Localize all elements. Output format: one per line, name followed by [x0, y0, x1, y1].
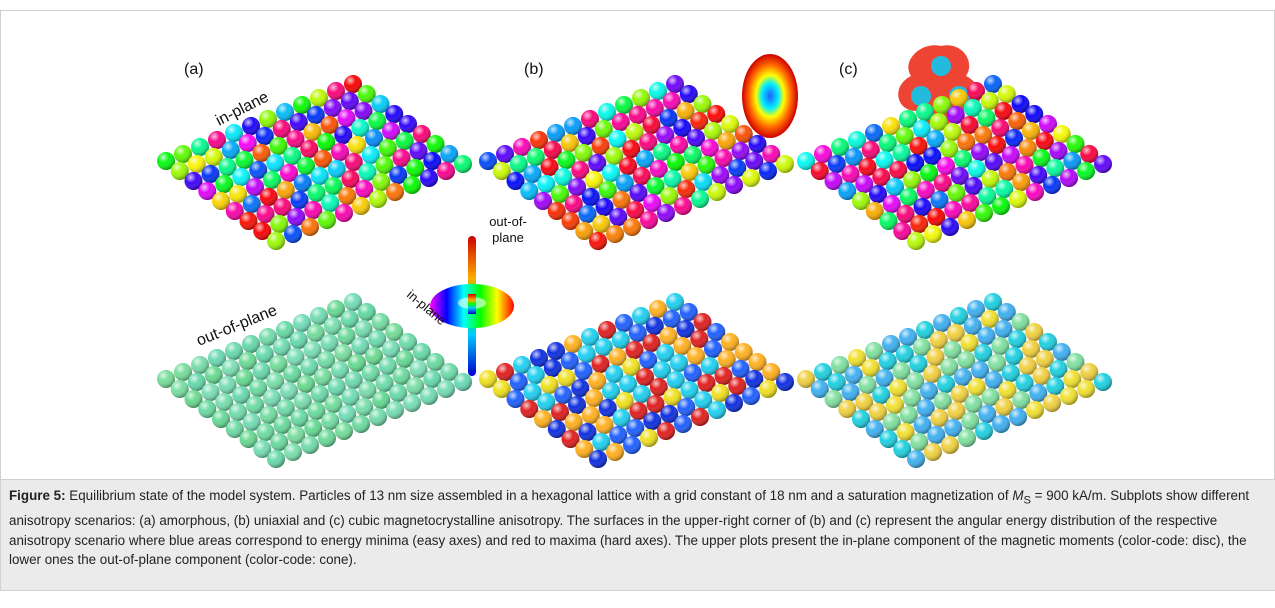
panel-label: (a): [184, 61, 204, 78]
particle-shade: [1094, 373, 1112, 391]
panel-label: (b): [524, 61, 544, 78]
particle-lattice: [797, 293, 1112, 468]
particle-shade: [403, 394, 421, 412]
particle-shade: [742, 169, 760, 187]
particle-lattice: [157, 293, 472, 468]
particle-shade: [941, 436, 959, 454]
page: (a) (b) (c) in-plane out-of-plane out-of…: [0, 0, 1275, 608]
particle-shade: [691, 408, 709, 426]
particle-lattice: [157, 75, 472, 250]
particle-shade: [589, 232, 607, 250]
legend-label: plane: [492, 230, 524, 245]
uniaxial-surface: [742, 54, 798, 138]
particle-shade: [776, 155, 794, 173]
particle-shade: [1043, 176, 1061, 194]
particle-shade: [657, 204, 675, 222]
particle-shade: [454, 373, 472, 391]
particle-shade: [958, 211, 976, 229]
particle-shade: [1043, 394, 1061, 412]
particle-shade: [335, 204, 353, 222]
particle-shade: [924, 443, 942, 461]
particle-shade: [1009, 408, 1027, 426]
particle-shade: [335, 422, 353, 440]
particle-shade: [437, 162, 455, 180]
particle-shade: [352, 197, 370, 215]
particle-shade: [1009, 190, 1027, 208]
particle-lattice: [479, 293, 794, 468]
particle-shade: [907, 232, 925, 250]
figure-art: (a) (b) (c) in-plane out-of-plane out-of…: [1, 11, 1274, 479]
particle-shade: [1060, 387, 1078, 405]
particle-shade: [369, 190, 387, 208]
particle-shade: [1094, 155, 1112, 173]
particle-shade: [975, 422, 993, 440]
particle-shade: [640, 429, 658, 447]
particle-shade: [301, 218, 319, 236]
particle-shade: [708, 401, 726, 419]
particle-shade: [657, 422, 675, 440]
particle-shade: [776, 373, 794, 391]
particle-shade: [623, 436, 641, 454]
legend-torus: [430, 236, 514, 376]
particle-shade: [318, 429, 336, 447]
particle-shade: [907, 450, 925, 468]
particle-shade: [606, 225, 624, 243]
particle-shade: [267, 450, 285, 468]
particle-shade: [454, 155, 472, 173]
figure: (a) (b) (c) in-plane out-of-plane out-of…: [0, 10, 1275, 479]
particle-shade: [267, 232, 285, 250]
particle-shade: [992, 197, 1010, 215]
panel-label: (c): [839, 61, 858, 78]
particle-shade: [1026, 401, 1044, 419]
particle-shade: [1026, 183, 1044, 201]
particle-shade: [420, 387, 438, 405]
caption-subscript: S: [1023, 495, 1030, 507]
particle-shade: [403, 176, 421, 194]
particle-lattice: [797, 75, 1112, 250]
particle-shade: [420, 169, 438, 187]
particle-shade: [640, 211, 658, 229]
particle-shade: [674, 197, 692, 215]
particle-shade: [1077, 162, 1095, 180]
particle-shade: [284, 225, 302, 243]
particle-shade: [759, 380, 777, 398]
particle-shade: [992, 415, 1010, 433]
particle-shade: [1077, 380, 1095, 398]
particle-shade: [369, 408, 387, 426]
particle-shade: [691, 190, 709, 208]
particle-shade: [284, 443, 302, 461]
particle-shade: [1060, 169, 1078, 187]
particle-shade: [352, 415, 370, 433]
legend-label: out-of-: [489, 214, 527, 229]
particle-shade: [975, 204, 993, 222]
particle-shade: [386, 183, 404, 201]
particle-shade: [725, 394, 743, 412]
particle-shade: [606, 443, 624, 461]
particle-shade: [386, 401, 404, 419]
particle-shade: [759, 162, 777, 180]
particle-shade: [924, 225, 942, 243]
particle-shade: [708, 183, 726, 201]
particle-shade: [301, 436, 319, 454]
particle-shade: [674, 415, 692, 433]
particle-shade: [958, 429, 976, 447]
caption-label: Figure 5:: [9, 488, 66, 503]
particle-shade: [318, 211, 336, 229]
particle-shade: [742, 387, 760, 405]
particle-shade: [437, 380, 455, 398]
caption: Figure 5: Equilibrium state of the model…: [0, 479, 1275, 591]
particle-shade: [725, 176, 743, 194]
caption-symbol: M: [1012, 488, 1023, 503]
particle-shade: [623, 218, 641, 236]
particle-shade: [941, 218, 959, 236]
caption-text: Equilibrium state of the model system. P…: [66, 488, 1013, 503]
particle-shade: [589, 450, 607, 468]
